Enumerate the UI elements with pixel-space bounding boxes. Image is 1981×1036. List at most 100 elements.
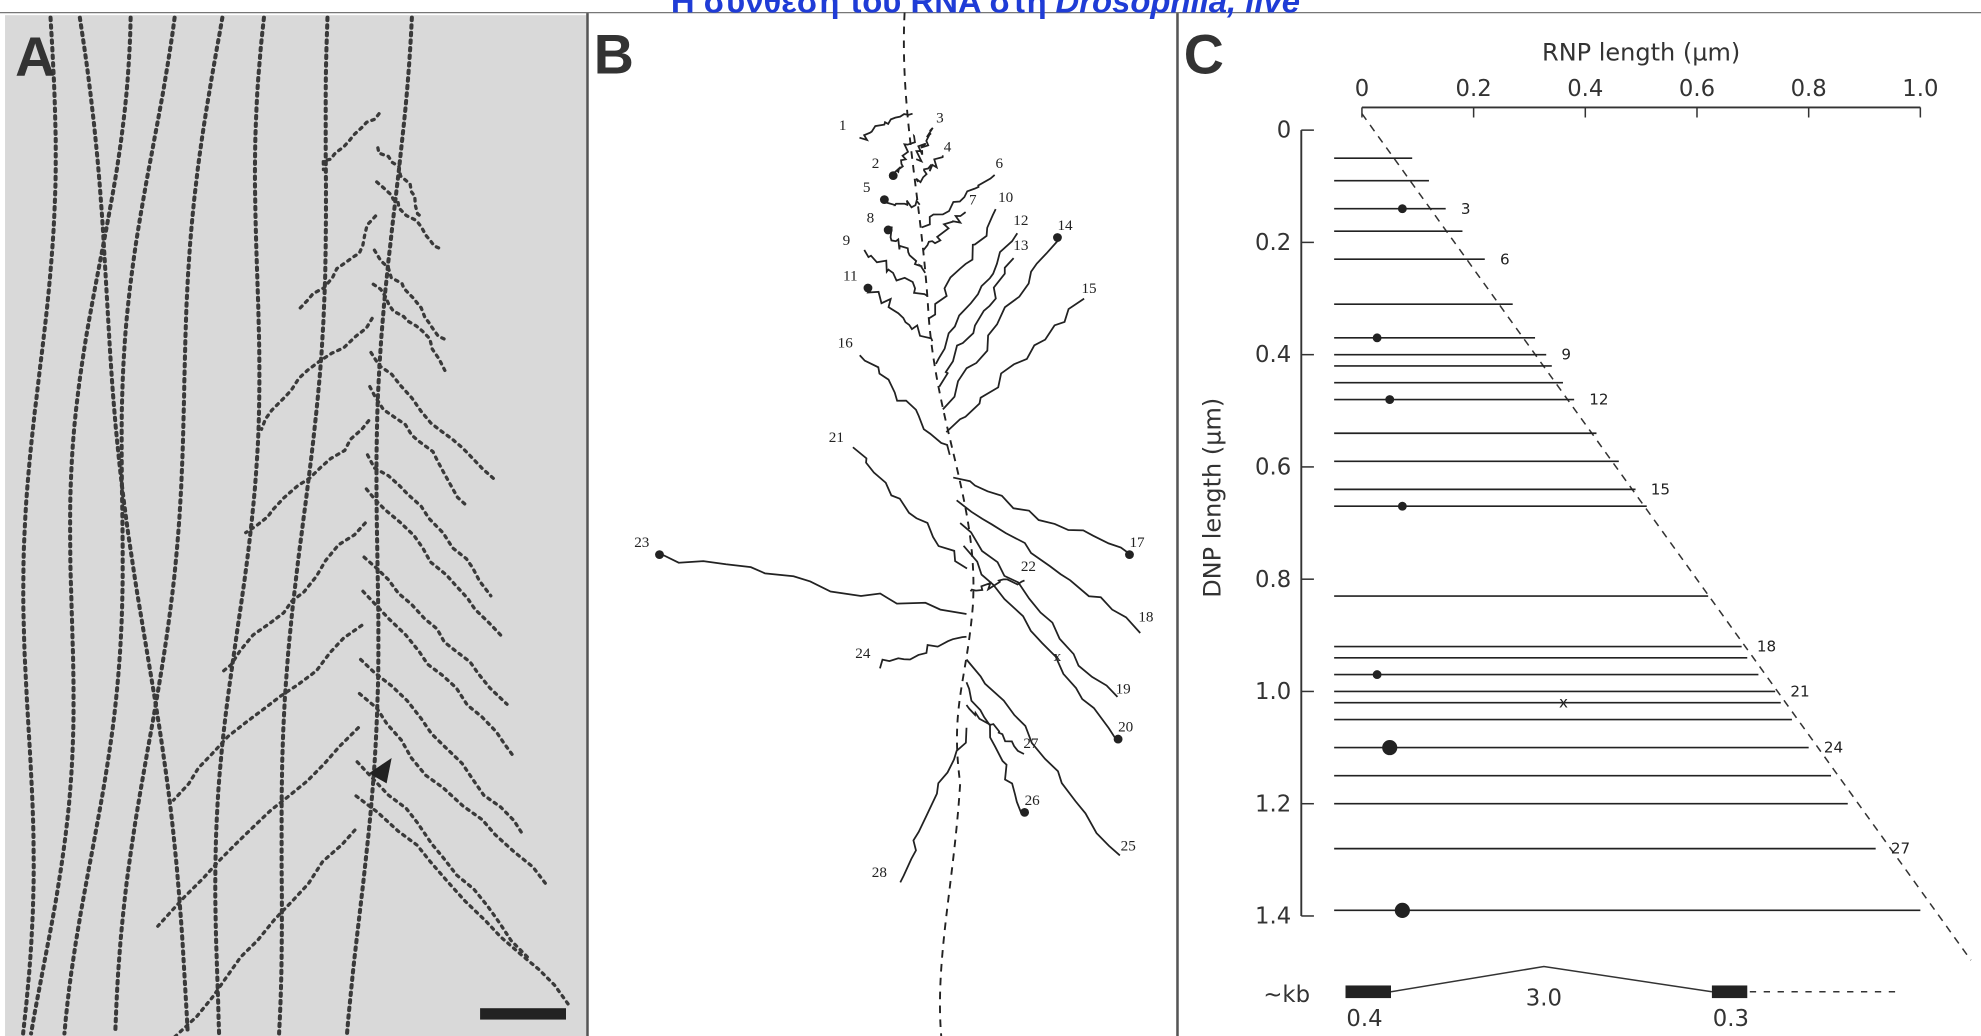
title-main: Η σύνθεση του RNA στη bbox=[671, 0, 1047, 20]
branch bbox=[375, 180, 444, 252]
fibril-label: 24 bbox=[855, 645, 871, 662]
branch bbox=[218, 521, 367, 676]
y-tick-label: 0.2 bbox=[1255, 230, 1291, 256]
exon-block bbox=[1711, 985, 1748, 999]
branch bbox=[355, 760, 532, 961]
x-tick-label: 0.4 bbox=[1567, 76, 1603, 102]
intron-line bbox=[1390, 965, 1713, 993]
granule bbox=[1382, 740, 1398, 756]
fibril-label: 8 bbox=[867, 209, 875, 226]
fibril-tracing bbox=[942, 237, 1061, 410]
panel-label: C bbox=[1184, 23, 1224, 85]
fibril-tracing bbox=[863, 249, 928, 297]
fibril-tracing bbox=[852, 446, 968, 570]
fibril-tracing bbox=[945, 297, 1085, 433]
fibril-label: 15 bbox=[1651, 480, 1670, 498]
fibril-label: 10 bbox=[998, 189, 1013, 206]
micrograph bbox=[5, 15, 587, 1036]
fibril-tracing bbox=[880, 197, 921, 209]
kb-label: ~kb bbox=[1263, 982, 1310, 1008]
kb-value: 0.4 bbox=[1346, 1006, 1382, 1032]
fibril-label: 15 bbox=[1081, 280, 1096, 297]
x-tick-label: 0.6 bbox=[1679, 76, 1715, 102]
branch bbox=[361, 589, 516, 759]
fibril-label: 27 bbox=[1891, 840, 1910, 858]
y-tick-label: 0.8 bbox=[1255, 567, 1291, 593]
fibril-label: 19 bbox=[1116, 681, 1131, 698]
kb-value: 3.0 bbox=[1526, 986, 1562, 1012]
branch bbox=[362, 555, 509, 706]
granule bbox=[1397, 501, 1407, 511]
branch bbox=[368, 384, 470, 509]
fibril-label: 17 bbox=[1129, 534, 1145, 551]
fibril-tracing bbox=[859, 354, 951, 456]
fibril-label: 9 bbox=[843, 232, 851, 249]
y-tick-label: 1.0 bbox=[1255, 679, 1291, 705]
strand bbox=[62, 15, 177, 1036]
fibril-tracing bbox=[889, 226, 926, 274]
fibril-tracing bbox=[962, 545, 1116, 738]
granule bbox=[1385, 395, 1395, 404]
panel-label: B bbox=[594, 23, 634, 85]
granule bbox=[888, 171, 898, 181]
x-tick-label: 0 bbox=[1355, 76, 1369, 102]
title: Η σύνθεση του RNA στη Drosophila, live bbox=[671, 0, 1300, 20]
fibril-tracing bbox=[879, 635, 967, 669]
template-axis bbox=[902, 12, 975, 1036]
fibril-label: 12 bbox=[1589, 391, 1608, 409]
fibril-tracing bbox=[928, 208, 997, 320]
fibril-tracing bbox=[969, 578, 1025, 592]
branch bbox=[357, 691, 549, 887]
growth-diagonal bbox=[1361, 113, 1972, 961]
fibril-label: 20 bbox=[1118, 719, 1133, 736]
fibril-tracing bbox=[660, 553, 967, 615]
fibril-tracing bbox=[922, 211, 967, 251]
fibril-label: 16 bbox=[838, 334, 854, 351]
branch bbox=[321, 112, 381, 172]
fibril-tracing bbox=[965, 704, 1025, 755]
fibril-label: 3 bbox=[936, 110, 944, 127]
fibril-tracing bbox=[938, 257, 1015, 388]
x-tick-label: 0.8 bbox=[1791, 76, 1827, 102]
fibril-tracing bbox=[921, 174, 996, 229]
strand bbox=[277, 15, 330, 1036]
branch bbox=[376, 146, 424, 220]
fibril-label: 13 bbox=[1013, 237, 1028, 254]
fibril-label: 4 bbox=[944, 139, 952, 156]
granule bbox=[1372, 333, 1382, 343]
fibril-tracing bbox=[965, 681, 1023, 815]
fibril-tracing bbox=[899, 727, 968, 883]
fibril-label: 11 bbox=[843, 267, 858, 284]
branch bbox=[173, 828, 357, 1036]
branch bbox=[259, 316, 374, 431]
x-tick-label: 1.0 bbox=[1902, 76, 1938, 102]
fibril-tracing bbox=[965, 658, 1121, 857]
fibril-label: 18 bbox=[1757, 638, 1776, 656]
marker-label: x bbox=[1559, 694, 1568, 712]
fibril-tracing bbox=[915, 155, 944, 184]
fibril-tracing bbox=[953, 476, 1132, 556]
branch bbox=[372, 248, 451, 343]
fibril-label: 14 bbox=[1057, 217, 1073, 234]
fibril-label: 26 bbox=[1025, 792, 1041, 809]
y-tick-label: 0.6 bbox=[1255, 455, 1291, 481]
branch bbox=[369, 350, 497, 482]
fibril-label: 3 bbox=[1461, 200, 1471, 218]
granule bbox=[879, 195, 889, 205]
granule bbox=[883, 225, 893, 235]
fibril-tracing bbox=[859, 112, 913, 142]
fibril-label: 7 bbox=[969, 192, 977, 209]
fibril-label: 5 bbox=[863, 179, 871, 196]
branch bbox=[354, 794, 572, 1008]
exon-block bbox=[1345, 985, 1391, 999]
title-emphasis: Drosophila, live bbox=[1056, 0, 1300, 20]
branch bbox=[244, 419, 371, 535]
panel-b-tracing: 1234567891011121314151617181920212223242… bbox=[634, 12, 1153, 1036]
panel-label: A bbox=[15, 26, 55, 88]
y-tick-label: 0 bbox=[1277, 118, 1291, 144]
branch bbox=[156, 726, 360, 928]
granule bbox=[1113, 734, 1123, 744]
strand bbox=[345, 15, 414, 1036]
granule bbox=[1053, 233, 1062, 242]
